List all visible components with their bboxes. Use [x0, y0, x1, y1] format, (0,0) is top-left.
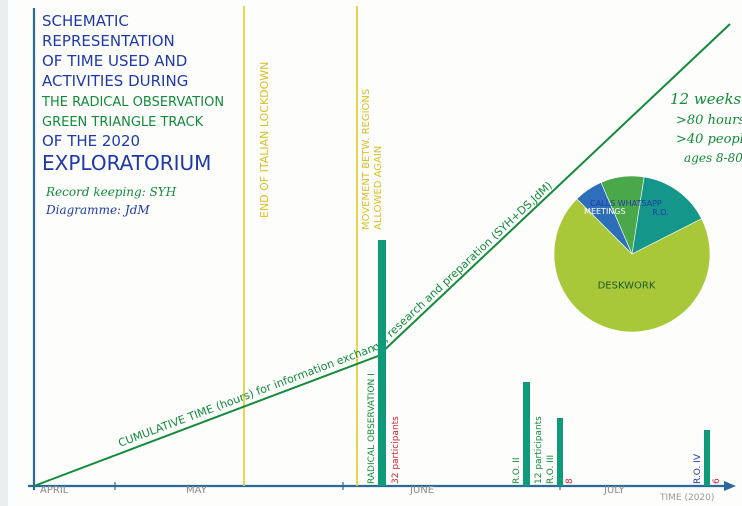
left-frame — [0, 0, 8, 506]
title-line-6: GREEN TRIANGLE TRACK — [42, 115, 204, 130]
bar-ro-2 — [523, 382, 530, 486]
x-axis-arrow — [724, 481, 736, 491]
bar-ro-1 — [378, 240, 386, 486]
title-big: EXPLORATORIUM — [42, 151, 211, 175]
bar-note-ro-1: 32 participants — [391, 416, 401, 484]
stat-weeks: 12 weeks — [670, 90, 742, 108]
month-label-april: APRIL — [40, 485, 69, 496]
title-line-4: ACTIVITIES DURING — [42, 72, 188, 90]
credit-record-keeping: Record keeping: SYH — [45, 185, 177, 199]
month-label-july: JULY — [603, 485, 626, 496]
x-axis-label: TIME (2020) — [659, 493, 714, 503]
title-line-5: THE RADICAL OBSERVATION — [41, 95, 224, 110]
stat-hours: >80 hours — [676, 113, 742, 128]
bar-note-ro-3: 8 — [565, 478, 575, 484]
movement-note-1: MOVEMENT BETW. REGIONS — [361, 89, 372, 230]
pie-slice-deskwork — [553, 198, 711, 333]
pie-slice-r-o- — [631, 176, 702, 255]
bar-label-ro-3: R.O. III — [546, 455, 556, 484]
lockdown-note: END OF ITALIAN LOCKDOWN — [258, 62, 271, 218]
month-label-june: JUNE — [409, 485, 434, 496]
pie-label-r-o-: R.O. — [652, 208, 668, 217]
title-line-2: REPRESENTATION — [42, 32, 175, 50]
pie-label-calls-whatsapp: CALLS WHATSAPP — [590, 199, 662, 208]
title-line-7: OF THE 2020 — [42, 132, 140, 150]
bar-label-ro-2: R.O. II — [512, 457, 522, 484]
title-line-1: SCHEMATIC — [42, 12, 129, 30]
bar-note-ro-2: 12 participants — [534, 416, 544, 484]
pie-label-deskwork: DESKWORK — [598, 281, 656, 292]
bar-label-ro-1: RADICAL OBSERVATION I — [367, 373, 377, 484]
bar-note-ro-4: 6 — [712, 478, 722, 484]
month-label-may: MAY — [186, 485, 208, 496]
stat-ages: ages 8-80 — [684, 151, 742, 165]
cumulative-time-label: CUMULATIVE TIME (hours) for information … — [116, 179, 554, 450]
cumulative-time-text: CUMULATIVE TIME (hours) for information … — [116, 179, 554, 450]
title-line-3: OF TIME USED AND — [42, 52, 187, 70]
stat-people: >40 people — [676, 132, 742, 147]
bar-ro-3 — [557, 418, 563, 486]
pie-label-meetings: MEETINGS — [584, 207, 626, 216]
movement-note-2: ALLOWED AGAIN — [373, 146, 384, 230]
credit-diagramme: Diagramme: JdM — [45, 203, 150, 217]
bar-ro-4 — [704, 430, 710, 486]
bar-label-ro-4: R.O. IV — [693, 453, 703, 484]
